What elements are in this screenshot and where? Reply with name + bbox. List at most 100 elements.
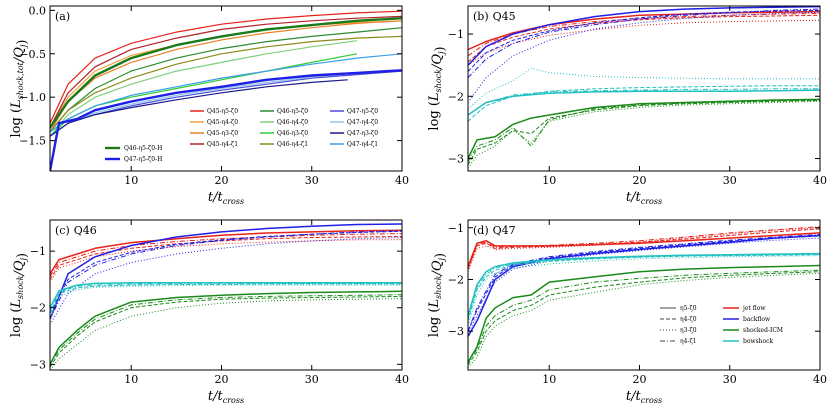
plot-frame: [49, 219, 403, 371]
legend-entry: η4-ζ0: [680, 316, 697, 323]
y-tick-label: −1: [448, 222, 464, 235]
y-axis-label: log (Lshock,tot/Qj): [9, 40, 30, 138]
x-tick-label: 30: [723, 373, 737, 386]
series-line: [468, 237, 820, 335]
x-tick-label: 30: [723, 174, 737, 187]
x-tick-label: 20: [214, 373, 228, 386]
series-line: [50, 223, 402, 320]
series-line: [50, 295, 402, 368]
plot-frame: [467, 219, 821, 371]
legend-entry: Q47-η3-ζ0: [347, 130, 378, 137]
y-tick-label: −3: [448, 325, 464, 338]
series-line: [468, 13, 820, 57]
series-line: [468, 253, 820, 319]
series-line: [468, 9, 820, 72]
x-tick-label: 10: [124, 174, 138, 187]
panel-label: (b) Q45: [473, 10, 516, 23]
y-tick-label: −3: [448, 153, 464, 166]
series-line: [468, 227, 820, 272]
panel-1: 10 20 30 40 0.0 −0.5 −1.0 −1.5 (a) t/tcross log (L…: [9, 4, 409, 206]
series-line: [468, 252, 820, 316]
series-line: [50, 230, 402, 314]
legend-entry: Q46-η3-ζ0: [277, 130, 308, 137]
legend-entry: Q46-η5-ζ0-H: [124, 145, 162, 152]
legend-entry: η3-ζ0: [680, 327, 697, 334]
x-tick-label: 10: [542, 373, 556, 386]
legend-entry: backflow: [743, 316, 771, 323]
series-line: [468, 271, 820, 366]
series-line: [468, 254, 820, 322]
series-line: [50, 298, 402, 370]
series-line: [50, 79, 348, 137]
series-line: [50, 237, 402, 325]
legend-entry: jet flow: [742, 305, 766, 312]
plot-frame: [467, 5, 821, 172]
series-line: [468, 98, 820, 159]
y-tick-label: −1.0: [19, 91, 46, 104]
y-tick-label: −0.5: [19, 48, 46, 61]
series-line: [50, 282, 402, 309]
x-axis-label: t/tcross: [208, 389, 244, 405]
legend-entry: Q46-η4-ζ1: [277, 141, 308, 148]
series-line: [50, 10, 402, 124]
legend-entry: Q45-η4-ζ1: [207, 141, 238, 148]
x-tick-label: 40: [395, 373, 409, 386]
x-tick-label: 30: [305, 174, 319, 187]
panel-2: 10 20 30 40 −1 −2 −3 (b) Q45 t/tcross log (Lshock/…: [427, 5, 827, 206]
series-line: [468, 100, 820, 166]
series-line: [50, 235, 402, 280]
x-tick-label: 30: [305, 373, 319, 386]
series-line: [50, 282, 402, 311]
x-tick-label: 20: [214, 174, 228, 187]
series-line: [50, 233, 402, 277]
series-line: [468, 10, 820, 51]
y-axis-label: log (Lshock/Qj): [427, 46, 448, 130]
legend-entry: Q47-η5-ζ0-H: [124, 156, 162, 163]
x-tick-label: 20: [632, 174, 646, 187]
series-line: [468, 264, 820, 363]
series-line: [50, 69, 402, 171]
legend-entry: Q46-η4-ζ0: [277, 119, 308, 126]
y-tick-label: −1: [30, 245, 46, 258]
series-line: [468, 100, 820, 169]
series-line: [468, 89, 820, 116]
series-line: [468, 235, 820, 332]
series-line: [50, 290, 402, 365]
legend-entry: shocked-ICM: [743, 327, 783, 334]
series-line: [468, 8, 820, 78]
series-line: [468, 19, 820, 66]
legend-entry: Q47-η4-ζ0: [347, 119, 378, 126]
legend-entry: Q46-η5-ζ0: [277, 108, 308, 115]
series-line: [50, 40, 357, 137]
y-tick-label: −1: [448, 28, 464, 41]
series-line: [50, 294, 402, 365]
y-tick-label: −3: [30, 358, 46, 371]
series-line: [468, 226, 820, 270]
series-line: [468, 234, 820, 332]
series-line: [468, 85, 820, 122]
x-tick-label: 20: [632, 373, 646, 386]
x-tick-label: 40: [395, 174, 409, 187]
panel-4: 10 20 30 40 −1 −2 −3 (d) Q47 t/tcross log (Lshock/…: [427, 219, 827, 405]
panel-3: 10 20 30 40 −1 −2 −3 (c) Q46 t/tcross log (Lshock/…: [9, 219, 409, 405]
plot-frame: [49, 5, 403, 172]
series-line: [50, 35, 402, 133]
series-line: [468, 269, 820, 363]
y-tick-label: −1.5: [19, 135, 46, 148]
x-tick-label: 10: [124, 373, 138, 386]
series-line: [468, 255, 820, 327]
x-axis-label: t/tcross: [208, 190, 244, 206]
y-tick-label: −2: [448, 90, 464, 103]
legend-entry: Q47-η4-ζ1: [347, 141, 378, 148]
legend-entry: bowshock: [743, 338, 774, 345]
legend-entry: Q45-η4-ζ0: [207, 119, 238, 126]
y-axis-label: log (Lshock/Qj): [9, 253, 30, 337]
series-line: [468, 228, 820, 270]
series-line: [50, 239, 402, 283]
y-tick-label: −2: [448, 273, 464, 286]
y-tick-label: −2: [30, 302, 46, 315]
series-group: [468, 226, 820, 368]
series-line: [50, 27, 402, 133]
series-group: [50, 10, 402, 171]
